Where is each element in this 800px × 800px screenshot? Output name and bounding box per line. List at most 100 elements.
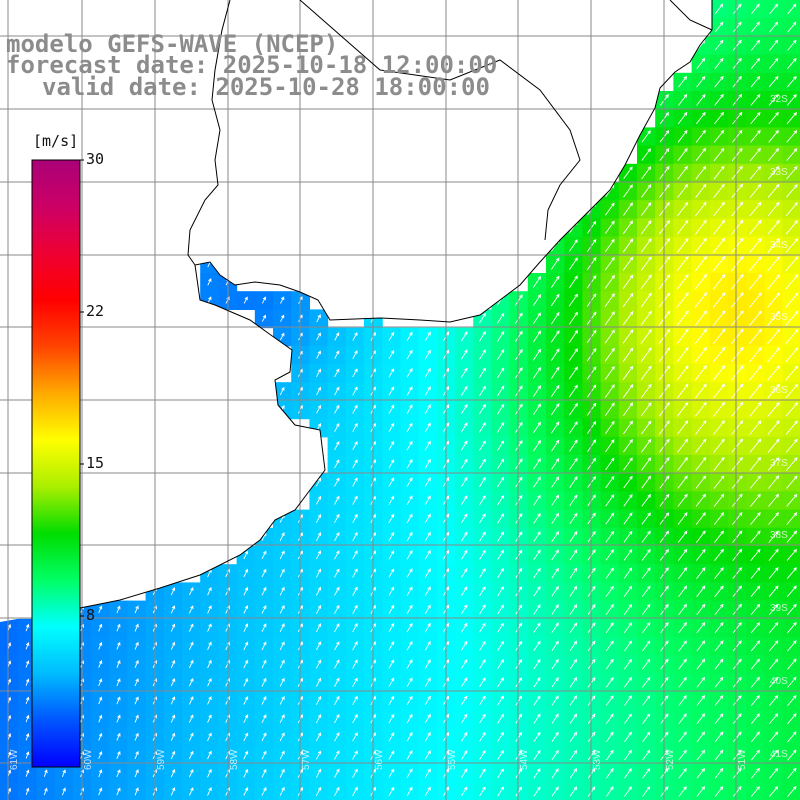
colorbar-tick-label: 8 [86,606,96,624]
wind-arrow [641,548,651,561]
wind-arrow [532,385,542,397]
wind-arrow [316,677,322,687]
wind-arrow [641,475,652,489]
wind-arrow [731,183,743,198]
wind-arrow [461,622,468,633]
wind-arrow [334,732,340,742]
wind-arrow [750,57,761,70]
wind-arrow [694,310,707,327]
wind-arrow [316,404,322,414]
wind-arrow [207,605,212,614]
wind-arrow [714,786,724,797]
wind-arrow [696,695,706,706]
wind-arrow [787,731,797,743]
wind-arrow [676,383,689,399]
wind-arrow [406,495,413,506]
wind-arrow [532,275,542,288]
wind-arrow [533,640,541,651]
wind-arrow [677,438,689,453]
wind-arrow [550,366,560,380]
lon-label: 59W [156,749,167,770]
lon-label: 53W [592,749,603,770]
wind-arrow [533,403,541,416]
wind-arrow [678,713,687,724]
wind-arrow [116,605,121,614]
wind-arrow [243,696,249,705]
wind-arrow [261,768,267,778]
wind-arrow [767,347,780,363]
wind-arrow [787,39,797,51]
wind-arrow [640,274,652,290]
wind-arrow [749,219,762,235]
wind-arrow [261,296,267,304]
wind-arrow [478,440,486,451]
wind-arrow [696,75,706,88]
wind-arrow [677,129,688,143]
wind-arrow [712,273,726,290]
wind-arrow [334,404,340,414]
wind-arrow [170,714,176,723]
wind-arrow [207,732,212,742]
wind-arrow [406,331,413,342]
wind-arrow [479,531,486,542]
wind-arrow [460,476,468,488]
wind-arrow [514,330,523,343]
wind-arrow [497,750,504,761]
wind-arrow [551,786,559,797]
wind-arrow [243,732,249,742]
wind-arrow [623,622,633,634]
wind-arrow [696,676,706,688]
wind-arrow [388,422,395,433]
wind-arrow [134,750,139,760]
wind-arrow [785,383,799,399]
wind-arrow [676,292,689,308]
wind-arrow [641,148,651,161]
wind-arrow [768,475,780,489]
wind-arrow [767,365,781,381]
wind-arrow [550,312,560,325]
wind-arrow [694,365,707,381]
wind-arrow [786,603,797,616]
wind-arrow [533,786,541,797]
wind-arrow [749,438,762,453]
wind-arrow [261,314,267,322]
wind-arrow [768,493,780,507]
wind-arrow [352,386,358,396]
wind-arrow [769,731,779,743]
wind-arrow [424,367,431,378]
wind-arrow [550,403,560,416]
wind-arrow [461,731,468,742]
wind-arrow [479,640,486,651]
wind-arrow [604,220,615,234]
wind-arrow [406,367,413,378]
wind-arrow [696,713,706,725]
wind-arrow [497,713,504,724]
wind-arrow [116,714,121,723]
wind-arrow [460,422,468,433]
wind-arrow [460,513,468,524]
wind-arrow [316,332,321,341]
wind-arrow [714,640,724,652]
wind-arrow [279,386,285,396]
wind-arrow [116,732,121,741]
wind-arrow [569,658,578,670]
wind-arrow [750,75,761,88]
colorbar-tick-label: 15 [86,454,105,472]
wind-arrow [676,255,689,272]
wind-arrow [641,493,651,507]
wind-arrow [730,273,744,290]
wind-arrow [732,567,743,579]
wind-arrow [551,531,560,543]
wind-arrow [479,731,486,742]
wind-arrow [261,677,267,687]
wind-arrow [352,513,358,524]
wind-arrow [640,310,652,326]
wind-arrow [677,111,688,125]
wind-arrow [316,732,322,742]
wind-arrow [568,348,578,362]
wind-arrow [678,585,688,597]
wind-arrow [622,292,634,308]
wind-arrow [515,731,523,742]
wind-arrow [334,350,340,359]
